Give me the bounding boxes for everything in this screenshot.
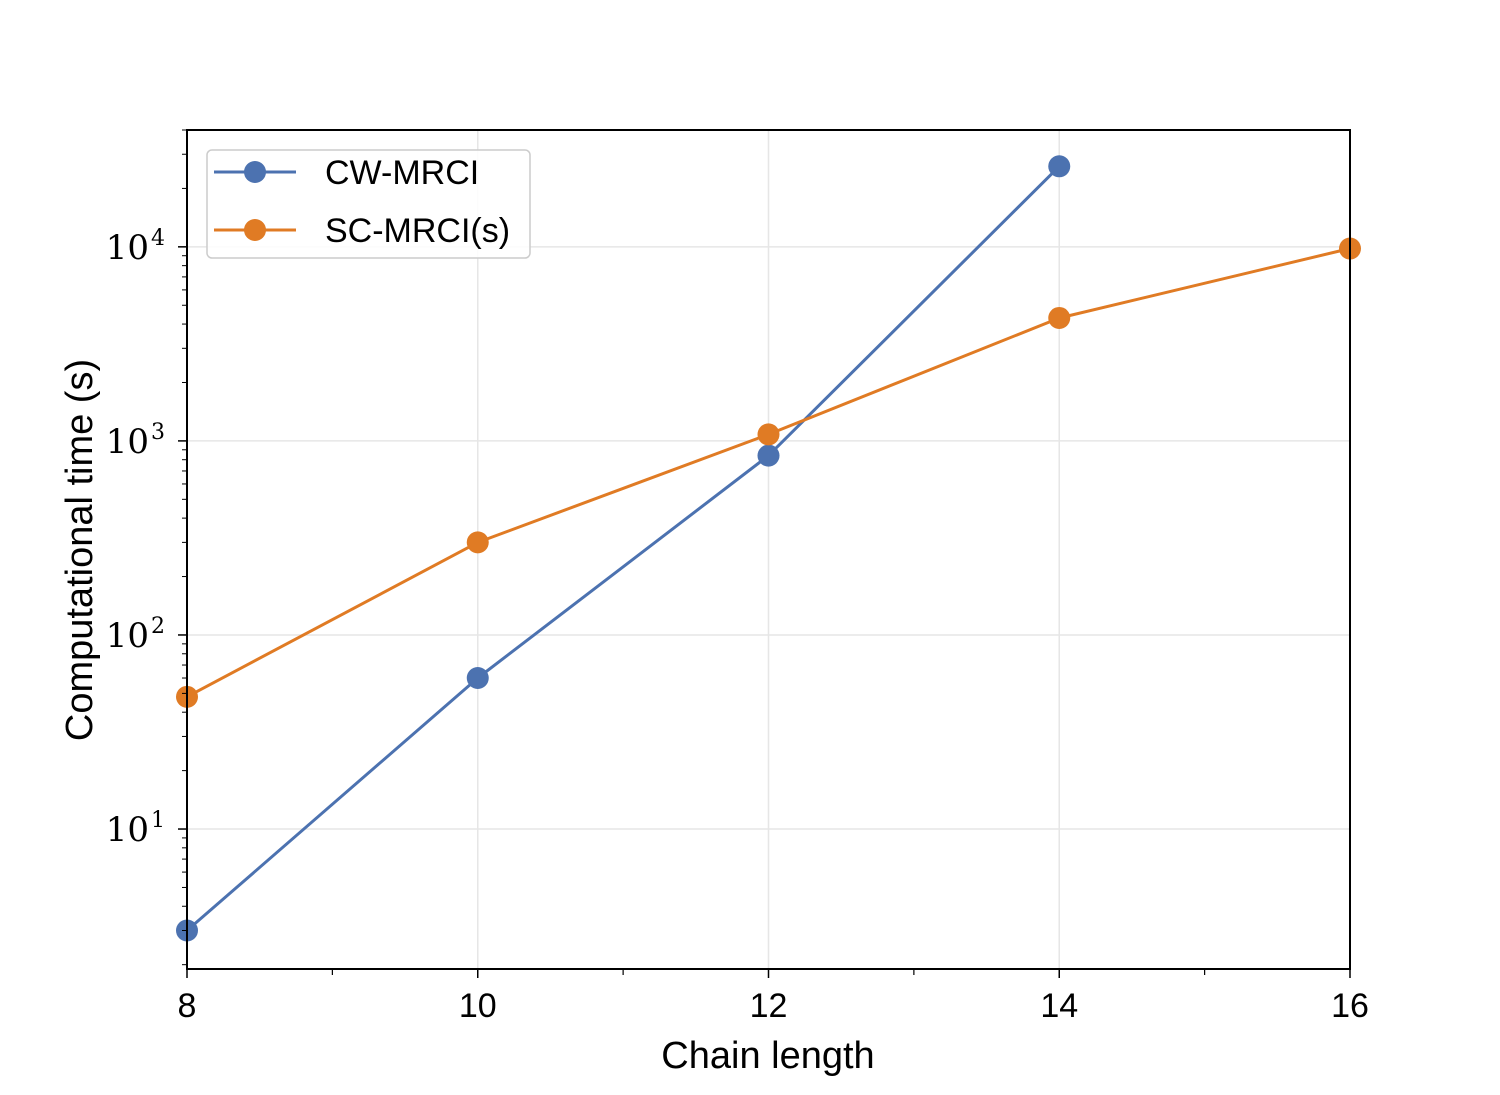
data-point: [466, 667, 489, 690]
data-point: [757, 423, 780, 446]
y-tick-label: 10: [106, 228, 149, 268]
y-tick-exponent: 2: [151, 614, 165, 639]
y-axis-title: Computational time (s): [59, 359, 101, 741]
x-tick-label: 14: [1040, 987, 1078, 1025]
x-tick-label: 12: [750, 987, 788, 1025]
legend: CW-MRCI SC-MRCI(s): [206, 149, 531, 259]
data-point: [1048, 306, 1071, 329]
y-tick-label: 10: [106, 422, 149, 462]
legend-marker-cw-mrci: [244, 161, 266, 183]
data-point: [466, 531, 489, 554]
legend-marker-sc-mrci: [244, 219, 266, 241]
y-tick-label: 10: [106, 810, 149, 850]
y-tick-exponent: 4: [151, 226, 165, 251]
y-tick-exponent: 3: [151, 420, 165, 445]
x-tick-label: 8: [178, 987, 197, 1025]
y-tick-exponent: 1: [151, 808, 165, 833]
x-axis-title: Chain length: [661, 1035, 874, 1077]
data-point: [1048, 155, 1071, 178]
series-line-0: [186, 165, 1061, 932]
legend-label-cw-mrci: CW-MRCI: [325, 154, 479, 192]
x-tick-label: 16: [1331, 987, 1369, 1025]
y-tick-label: 10: [106, 616, 149, 656]
x-tick-label: 10: [459, 987, 497, 1025]
data-point: [757, 444, 780, 467]
legend-label-sc-mrci: SC-MRCI(s): [325, 212, 510, 250]
